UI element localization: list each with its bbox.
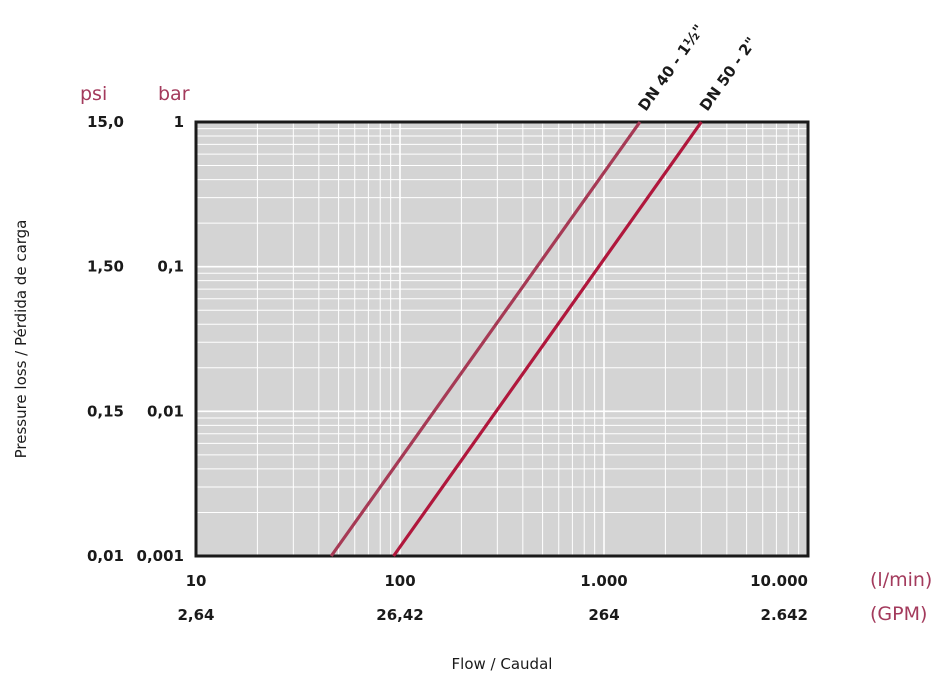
series-line-2 <box>392 121 703 557</box>
y-tick-labels: 1 15,0 0,1 1,50 0,01 0,15 0,001 0,01 <box>87 113 184 565</box>
x-axis-title: Flow / Caudal <box>452 655 553 673</box>
y-unit-psi: psi <box>80 83 107 105</box>
x-tick-label-lmin: 10.000 <box>750 572 808 590</box>
y-tick-label-bar: 1 <box>174 113 184 131</box>
x-tick-label-gpm: 2.642 <box>761 606 808 624</box>
x-unit-gpm: (GPM) <box>870 603 927 625</box>
y-tick-label-bar: 0,1 <box>157 258 184 276</box>
y-tick-label-psi: 1,50 <box>87 258 124 276</box>
x-tick-label-lmin: 100 <box>384 572 415 590</box>
x-tick-label-gpm: 26,42 <box>376 606 423 624</box>
plot-frame <box>194 120 810 558</box>
y-unit-bar: bar <box>158 83 190 105</box>
y-tick-label-psi: 15,0 <box>87 113 124 131</box>
y-tick-label-bar: 0,01 <box>147 402 184 420</box>
x-tick-label-lmin: 10 <box>186 572 207 590</box>
grid-lines <box>196 122 808 556</box>
x-tick-label-lmin: 1.000 <box>580 572 627 590</box>
y-tick-label-bar: 0,001 <box>137 547 184 565</box>
series-label-1: DN 40 - 1½" <box>635 21 709 114</box>
x-tick-label-gpm: 264 <box>588 606 619 624</box>
x-unit-lmin: (l/min) <box>870 569 932 591</box>
x-tick-label-gpm: 2,64 <box>177 606 214 624</box>
plot-background <box>196 122 808 556</box>
series-line-1 <box>329 121 642 557</box>
series-label-2: DN 50 - 2" <box>696 34 760 115</box>
y-axis-title: Pressure loss / Pérdida de carga <box>12 220 30 459</box>
y-tick-label-psi: 0,15 <box>87 402 124 420</box>
y-tick-label-psi: 0,01 <box>87 547 124 565</box>
x-tick-labels: 10 2,64 100 26,42 1.000 264 10.000 2.642 <box>177 572 808 624</box>
